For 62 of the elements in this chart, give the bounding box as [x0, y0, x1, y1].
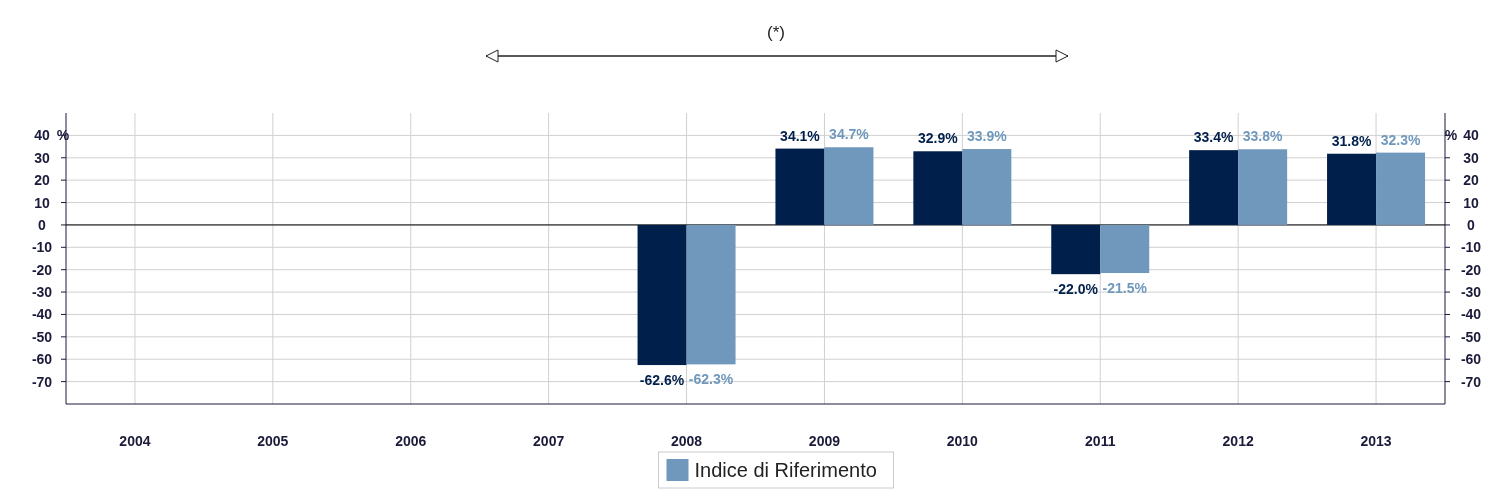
bar	[775, 148, 825, 225]
data-label: 31.8%	[1331, 132, 1372, 149]
x-tick-label: 2005	[257, 433, 289, 449]
data-label: -21.5%	[1102, 280, 1148, 297]
y2-tick-label: -70	[1460, 373, 1482, 390]
y-tick-label: -30	[31, 284, 53, 301]
y-tick-label: -20	[31, 261, 53, 278]
y-tick-label: 0	[38, 216, 47, 233]
x-tick-label: 2009	[808, 433, 841, 449]
bar	[686, 224, 736, 365]
data-label: -62.3%	[688, 371, 734, 388]
data-label: 34.7%	[829, 126, 870, 143]
bar	[1238, 149, 1288, 225]
y2-tick-label: 20	[1463, 172, 1479, 189]
y-tick-label: -70	[31, 373, 53, 390]
y2-tick-label: -10	[1460, 239, 1482, 256]
y2-tick-label: -50	[1460, 328, 1482, 345]
bar	[1100, 224, 1150, 274]
y-tick-label: 10	[34, 194, 50, 211]
data-label: 32.3%	[1380, 131, 1421, 148]
x-tick-label: 2006	[395, 433, 427, 449]
legend-label: Indice di Riferimento	[694, 459, 877, 481]
x-tick-label: 2004	[119, 433, 151, 449]
data-label: -62.6%	[639, 372, 685, 389]
y-tick-label: 30	[34, 149, 50, 166]
bar	[913, 151, 963, 225]
bar	[1376, 152, 1426, 225]
x-tick-label: 2011	[1085, 433, 1116, 449]
y-tick-label: -50	[31, 328, 53, 345]
data-label: 32.9%	[918, 130, 959, 147]
data-label: 33.8%	[1242, 128, 1284, 145]
y2-tick-label: -20	[1460, 261, 1482, 278]
y-tick-label: -40	[31, 306, 53, 323]
y2-tick-label: 10	[1463, 194, 1479, 211]
bar	[637, 224, 687, 366]
y-tick-label: 20	[34, 172, 50, 189]
data-label: 34.1%	[780, 127, 821, 144]
x-tick-label: 2008	[670, 433, 703, 449]
y2-tick-label: 0	[1467, 216, 1476, 233]
y-tick-label: -10	[31, 239, 53, 256]
bar	[824, 147, 874, 225]
x-tick-label: 2012	[1222, 433, 1254, 449]
y-axis-title: %	[56, 127, 70, 144]
y2-tick-label: -30	[1460, 284, 1482, 301]
bar	[1051, 224, 1101, 275]
x-tick-label: 2010	[946, 433, 979, 449]
y-tick-label: -60	[31, 351, 53, 368]
text: (*)	[767, 23, 785, 42]
data-label: 33.4%	[1193, 129, 1235, 146]
data-label: -22.0%	[1053, 281, 1099, 298]
x-tick-label: 2013	[1360, 433, 1392, 449]
bar	[1327, 153, 1377, 225]
bar	[962, 149, 1012, 225]
y2-tick-label: 30	[1463, 149, 1479, 166]
y-tick-label: 40	[34, 127, 50, 144]
y2-tick-label: -60	[1460, 351, 1482, 368]
y2-axis-title: %	[1444, 127, 1458, 144]
x-tick-label: 2007	[533, 433, 565, 449]
data-label: 33.9%	[967, 128, 1008, 145]
bar	[1189, 150, 1239, 225]
y2-tick-label: 40	[1463, 127, 1479, 144]
y2-tick-label: -40	[1460, 306, 1482, 323]
